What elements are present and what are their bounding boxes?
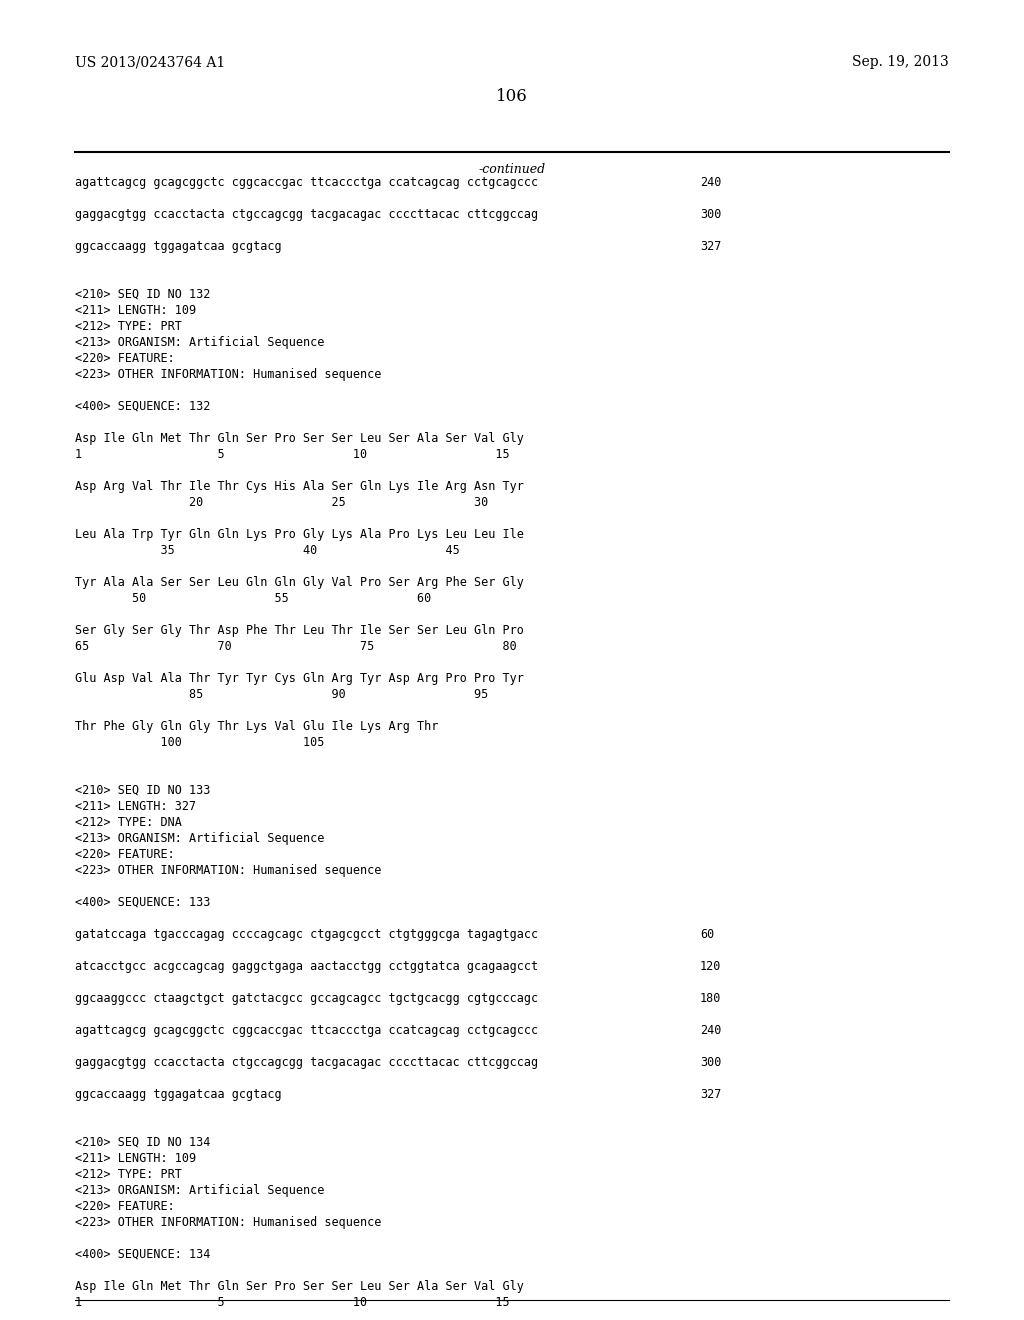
Text: ggcaaggccc ctaagctgct gatctacgcc gccagcagcc tgctgcacgg cgtgcccagc: ggcaaggccc ctaagctgct gatctacgcc gccagca… — [75, 993, 539, 1005]
Text: <400> SEQUENCE: 132: <400> SEQUENCE: 132 — [75, 400, 210, 413]
Text: Tyr Ala Ala Ser Ser Leu Gln Gln Gly Val Pro Ser Arg Phe Ser Gly: Tyr Ala Ala Ser Ser Leu Gln Gln Gly Val … — [75, 576, 524, 589]
Text: gaggacgtgg ccacctacta ctgccagcgg tacgacagac ccccttacac cttcggccag: gaggacgtgg ccacctacta ctgccagcgg tacgaca… — [75, 209, 539, 220]
Text: 100                 105: 100 105 — [75, 737, 325, 748]
Text: 20                  25                  30: 20 25 30 — [75, 496, 488, 510]
Text: 300: 300 — [700, 1056, 721, 1069]
Text: <213> ORGANISM: Artificial Sequence: <213> ORGANISM: Artificial Sequence — [75, 832, 325, 845]
Text: <223> OTHER INFORMATION: Humanised sequence: <223> OTHER INFORMATION: Humanised seque… — [75, 865, 381, 876]
Text: 106: 106 — [496, 88, 528, 106]
Text: <213> ORGANISM: Artificial Sequence: <213> ORGANISM: Artificial Sequence — [75, 1184, 325, 1197]
Text: Glu Asp Val Ala Thr Tyr Tyr Cys Gln Arg Tyr Asp Arg Pro Pro Tyr: Glu Asp Val Ala Thr Tyr Tyr Cys Gln Arg … — [75, 672, 524, 685]
Text: Ser Gly Ser Gly Thr Asp Phe Thr Leu Thr Ile Ser Ser Leu Gln Pro: Ser Gly Ser Gly Thr Asp Phe Thr Leu Thr … — [75, 624, 524, 638]
Text: Leu Ala Trp Tyr Gln Gln Lys Pro Gly Lys Ala Pro Lys Leu Leu Ile: Leu Ala Trp Tyr Gln Gln Lys Pro Gly Lys … — [75, 528, 524, 541]
Text: Thr Phe Gly Gln Gly Thr Lys Val Glu Ile Lys Arg Thr: Thr Phe Gly Gln Gly Thr Lys Val Glu Ile … — [75, 719, 438, 733]
Text: Asp Arg Val Thr Ile Thr Cys His Ala Ser Gln Lys Ile Arg Asn Tyr: Asp Arg Val Thr Ile Thr Cys His Ala Ser … — [75, 480, 524, 492]
Text: <223> OTHER INFORMATION: Humanised sequence: <223> OTHER INFORMATION: Humanised seque… — [75, 368, 381, 381]
Text: <400> SEQUENCE: 133: <400> SEQUENCE: 133 — [75, 896, 210, 909]
Text: 1                   5                  10                  15: 1 5 10 15 — [75, 447, 510, 461]
Text: <223> OTHER INFORMATION: Humanised sequence: <223> OTHER INFORMATION: Humanised seque… — [75, 1216, 381, 1229]
Text: <210> SEQ ID NO 134: <210> SEQ ID NO 134 — [75, 1137, 210, 1148]
Text: -continued: -continued — [478, 162, 546, 176]
Text: ggcaccaagg tggagatcaa gcgtacg: ggcaccaagg tggagatcaa gcgtacg — [75, 1088, 282, 1101]
Text: 240: 240 — [700, 1024, 721, 1038]
Text: agattcagcg gcagcggctc cggcaccgac ttcaccctga ccatcagcag cctgcagccc: agattcagcg gcagcggctc cggcaccgac ttcaccc… — [75, 1024, 539, 1038]
Text: 240: 240 — [700, 176, 721, 189]
Text: 327: 327 — [700, 1088, 721, 1101]
Text: <210> SEQ ID NO 132: <210> SEQ ID NO 132 — [75, 288, 210, 301]
Text: 85                  90                  95: 85 90 95 — [75, 688, 488, 701]
Text: <220> FEATURE:: <220> FEATURE: — [75, 1200, 175, 1213]
Text: <211> LENGTH: 109: <211> LENGTH: 109 — [75, 304, 197, 317]
Text: <212> TYPE: PRT: <212> TYPE: PRT — [75, 1168, 182, 1181]
Text: atcacctgcc acgccagcag gaggctgaga aactacctgg cctggtatca gcagaagcct: atcacctgcc acgccagcag gaggctgaga aactacc… — [75, 960, 539, 973]
Text: <220> FEATURE:: <220> FEATURE: — [75, 352, 175, 366]
Text: gaggacgtgg ccacctacta ctgccagcgg tacgacagac ccccttacac cttcggccag: gaggacgtgg ccacctacta ctgccagcgg tacgaca… — [75, 1056, 539, 1069]
Text: Asp Ile Gln Met Thr Gln Ser Pro Ser Ser Leu Ser Ala Ser Val Gly: Asp Ile Gln Met Thr Gln Ser Pro Ser Ser … — [75, 1280, 524, 1294]
Text: 65                  70                  75                  80: 65 70 75 80 — [75, 640, 517, 653]
Text: <220> FEATURE:: <220> FEATURE: — [75, 847, 175, 861]
Text: 180: 180 — [700, 993, 721, 1005]
Text: 120: 120 — [700, 960, 721, 973]
Text: 60: 60 — [700, 928, 715, 941]
Text: <212> TYPE: DNA: <212> TYPE: DNA — [75, 816, 182, 829]
Text: 50                  55                  60: 50 55 60 — [75, 591, 431, 605]
Text: <210> SEQ ID NO 133: <210> SEQ ID NO 133 — [75, 784, 210, 797]
Text: 35                  40                  45: 35 40 45 — [75, 544, 460, 557]
Text: 1                   5                  10                  15: 1 5 10 15 — [75, 1296, 510, 1309]
Text: <213> ORGANISM: Artificial Sequence: <213> ORGANISM: Artificial Sequence — [75, 337, 325, 348]
Text: <400> SEQUENCE: 134: <400> SEQUENCE: 134 — [75, 1247, 210, 1261]
Text: <211> LENGTH: 327: <211> LENGTH: 327 — [75, 800, 197, 813]
Text: agattcagcg gcagcggctc cggcaccgac ttcaccctga ccatcagcag cctgcagccc: agattcagcg gcagcggctc cggcaccgac ttcaccc… — [75, 176, 539, 189]
Text: ggcaccaagg tggagatcaa gcgtacg: ggcaccaagg tggagatcaa gcgtacg — [75, 240, 282, 253]
Text: <212> TYPE: PRT: <212> TYPE: PRT — [75, 319, 182, 333]
Text: 300: 300 — [700, 209, 721, 220]
Text: 327: 327 — [700, 240, 721, 253]
Text: gatatccaga tgacccagag ccccagcagc ctgagcgcct ctgtgggcga tagagtgacc: gatatccaga tgacccagag ccccagcagc ctgagcg… — [75, 928, 539, 941]
Text: US 2013/0243764 A1: US 2013/0243764 A1 — [75, 55, 225, 69]
Text: <211> LENGTH: 109: <211> LENGTH: 109 — [75, 1152, 197, 1166]
Text: Asp Ile Gln Met Thr Gln Ser Pro Ser Ser Leu Ser Ala Ser Val Gly: Asp Ile Gln Met Thr Gln Ser Pro Ser Ser … — [75, 432, 524, 445]
Text: Sep. 19, 2013: Sep. 19, 2013 — [852, 55, 949, 69]
